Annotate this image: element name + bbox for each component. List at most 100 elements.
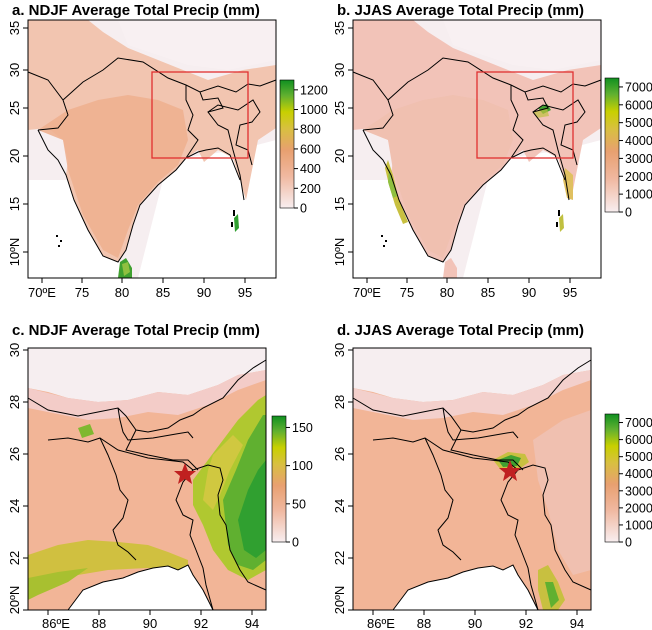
colorbar-gradient — [271, 415, 287, 543]
x-tick: 95 — [563, 285, 577, 300]
study-region-box — [151, 71, 249, 159]
colorbar-tick-label: 200 — [300, 182, 321, 196]
colorbar-tick-label: 6000 — [625, 98, 652, 112]
x-tick: 94 — [245, 616, 259, 630]
panel-title: b. JJAS Average Total Precip (mm) — [337, 2, 585, 19]
colorbar-tick-label: 400 — [300, 162, 321, 176]
coastline — [67, 564, 214, 611]
colorbar-tick-label: 0 — [625, 206, 632, 220]
colorbar: 0 50 100 150 — [271, 415, 313, 550]
y-tick: 15 — [333, 197, 347, 211]
x-tick: 70ºE — [28, 285, 56, 300]
colorbar: 0 1000 2000 3000 4000 5000 6000 7000 — [604, 413, 652, 550]
y-tick: 22 — [333, 551, 347, 565]
country-borders — [27, 359, 267, 611]
x-tick: 90 — [468, 616, 482, 630]
coastline — [37, 129, 241, 263]
colorbar-tick-label: 5000 — [625, 450, 652, 464]
map-bangladesh-ndjf: 86ºE 88 90 92 94 20ºN 22 24 26 28 30 0 50… — [8, 343, 313, 630]
colorbar-tick-label: 4000 — [625, 134, 652, 148]
colorbar-tick-label: 150 — [292, 421, 313, 435]
x-tick: 90 — [522, 285, 536, 300]
x-tick: 75 — [75, 285, 89, 300]
colorbar-tick-label: 0 — [292, 536, 299, 550]
y-tick: 26 — [8, 447, 22, 461]
panel-b: b. JJAS Average Total Precip (mm) — [333, 0, 652, 305]
x-tick: 85 — [156, 285, 170, 300]
coastline — [362, 129, 566, 263]
colorbar-gradient — [279, 79, 295, 209]
country-borders — [352, 57, 602, 201]
x-tick: 86ºE — [367, 616, 395, 630]
colorbar-tick-label: 7000 — [625, 416, 652, 430]
x-tick: 86ºE — [42, 616, 70, 630]
y-tick: 10ºN — [8, 238, 22, 267]
colorbar-gradient — [604, 413, 620, 543]
colorbar-tick-label: 3000 — [625, 484, 652, 498]
x-tick: 95 — [238, 285, 252, 300]
x-tick: 92 — [194, 616, 208, 630]
colorbar-tick-label: 100 — [292, 459, 313, 473]
x-tick: 88 — [417, 616, 431, 630]
study-region-box — [476, 71, 574, 159]
x-tick: 92 — [519, 616, 533, 630]
y-tick: 20ºN — [333, 586, 347, 615]
y-tick: 30 — [8, 63, 22, 77]
y-tick: 20 — [8, 149, 22, 163]
colorbar-tick-label: 3000 — [625, 152, 652, 166]
y-tick: 35 — [8, 21, 22, 35]
y-tick: 20ºN — [8, 586, 22, 615]
y-tick: 26 — [333, 447, 347, 461]
y-tick: 28 — [333, 395, 347, 409]
colorbar: 0 1000 2000 3000 4000 5000 6000 7000 — [604, 77, 652, 220]
colorbar-tick-label: 800 — [300, 123, 321, 137]
colorbar-tick-label: 600 — [300, 142, 321, 156]
coastline — [392, 564, 539, 611]
country-borders — [27, 57, 277, 201]
x-tick: 80 — [115, 285, 129, 300]
map-india-ndjf: 70ºE 75 80 85 90 95 10ºN 15 20 25 30 35 … — [8, 19, 328, 300]
colorbar-tick-label: 1000 — [300, 103, 328, 117]
colorbar-tick-label: 0 — [300, 202, 307, 216]
bay-of-bengal — [68, 565, 213, 610]
x-tick: 75 — [400, 285, 414, 300]
y-tick: 24 — [8, 499, 22, 513]
x-tick: 90 — [197, 285, 211, 300]
y-tick: 20 — [333, 149, 347, 163]
panel-title: a. NDJF Average Total Precip (mm) — [12, 2, 260, 19]
colorbar-tick-label: 6000 — [625, 433, 652, 447]
x-tick: 88 — [92, 616, 106, 630]
colorbar-tick-label: 4000 — [625, 467, 652, 481]
y-tick: 28 — [8, 395, 22, 409]
colorbar-tick-label: 5000 — [625, 116, 652, 130]
colorbar-tick-label: 1000 — [625, 518, 652, 532]
panel-d: d. JJAS Average Total Precip (mm) 86ºE 8… — [333, 320, 652, 630]
x-tick: 70ºE — [353, 285, 381, 300]
colorbar-tick-label: 2000 — [625, 170, 652, 184]
y-tick: 22 — [8, 551, 22, 565]
colorbar-tick-label: 7000 — [625, 80, 652, 94]
colorbar-tick-label: 1000 — [625, 188, 652, 202]
y-tick: 25 — [333, 101, 347, 115]
y-tick: 30 — [333, 63, 347, 77]
colorbar: 0 200 400 600 800 1000 1200 — [279, 79, 328, 216]
y-tick: 30 — [8, 343, 22, 357]
country-borders — [352, 359, 592, 611]
y-tick: 30 — [333, 343, 347, 357]
panel-title: c. NDJF Average Total Precip (mm) — [12, 322, 260, 339]
panel-a: a. NDJF Average Total Precip (mm) — [8, 0, 328, 305]
map-bangladesh-jjas: 86ºE 88 90 92 94 20ºN 22 24 26 28 30 0 10… — [333, 343, 652, 630]
colorbar-tick-label: 50 — [292, 497, 306, 511]
colorbar-gradient — [604, 77, 620, 213]
colorbar-tick-label: 0 — [625, 536, 632, 550]
x-tick: 80 — [440, 285, 454, 300]
map-india-jjas: 70ºE 75 80 85 90 95 10ºN 15 20 25 30 35 … — [333, 19, 652, 300]
colorbar-tick-label: 1200 — [300, 83, 328, 97]
y-tick: 25 — [8, 101, 22, 115]
colorbar-tick-label: 2000 — [625, 501, 652, 515]
panel-title: d. JJAS Average Total Precip (mm) — [337, 322, 585, 339]
x-tick: 90 — [143, 616, 157, 630]
star-icon — [174, 463, 196, 484]
x-tick: 94 — [570, 616, 584, 630]
panel-c: c. NDJF Average Total Precip (mm) — [8, 320, 328, 630]
